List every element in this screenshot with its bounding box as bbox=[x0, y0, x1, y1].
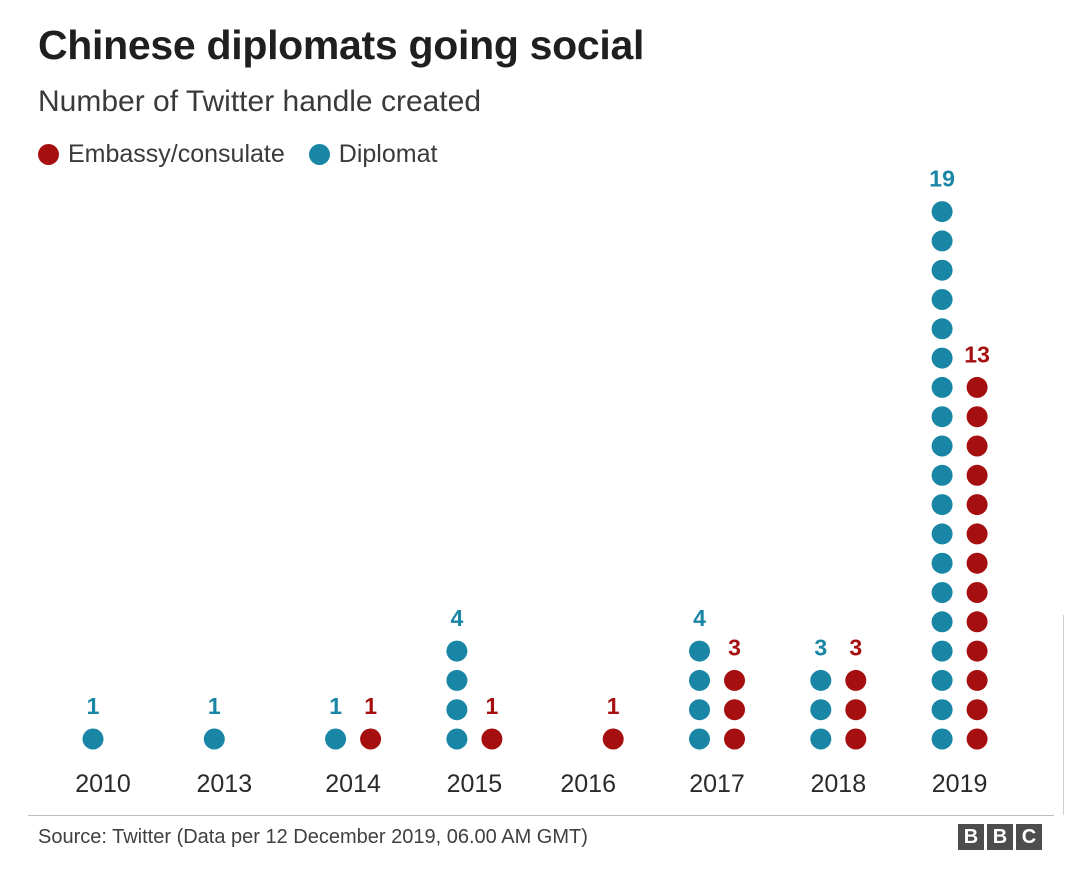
dot-diplomat-2017-1 bbox=[689, 728, 710, 750]
dot-embassy-2019-10 bbox=[966, 464, 988, 486]
dot-diplomat-2019-2 bbox=[931, 699, 953, 721]
x-tick-label-2017: 2017 bbox=[689, 770, 745, 798]
bbc-logo-letter-b1: B bbox=[958, 824, 984, 850]
dot-diplomat-2019-16 bbox=[931, 289, 953, 310]
dot-embassy-2017-3 bbox=[724, 669, 745, 691]
dot-embassy-2019-4 bbox=[966, 640, 988, 662]
dot-diplomat-2019-8 bbox=[931, 523, 953, 545]
dot-embassy-2018-1 bbox=[845, 728, 867, 750]
dot-diplomat-2019-6 bbox=[931, 582, 953, 603]
right-edge-rule bbox=[1063, 615, 1064, 815]
dot-diplomat-2019-9 bbox=[931, 494, 953, 516]
dot-embassy-2015-1 bbox=[481, 728, 503, 750]
x-tick-label-2018: 2018 bbox=[810, 770, 866, 798]
dot-diplomat-2019-3 bbox=[931, 669, 953, 691]
chart-subtitle: Number of Twitter handle created bbox=[38, 85, 482, 118]
dot-diplomat-2019-17 bbox=[931, 259, 953, 281]
dot-embassy-2019-12 bbox=[966, 406, 988, 428]
dot-embassy-2019-2 bbox=[966, 699, 988, 721]
dot-diplomat-2018-3 bbox=[810, 669, 832, 691]
data-label-diplomat-2010: 1 bbox=[87, 693, 100, 719]
data-label-embassy-2017: 3 bbox=[728, 634, 741, 660]
x-tick-label-2013: 2013 bbox=[196, 770, 252, 798]
dot-embassy-2019-6 bbox=[966, 582, 988, 603]
dot-diplomat-2018-2 bbox=[810, 699, 832, 721]
dot-diplomat-2018-1 bbox=[810, 728, 832, 750]
dot-embassy-2017-1 bbox=[724, 728, 745, 750]
dot-embassy-2019-3 bbox=[966, 669, 988, 691]
data-label-embassy-2015: 1 bbox=[486, 693, 499, 719]
legend-swatch-embassy bbox=[38, 143, 59, 165]
dot-diplomat-2019-15 bbox=[931, 318, 953, 340]
dot-diplomat-2019-14 bbox=[931, 347, 953, 369]
x-tick-label-2016: 2016 bbox=[560, 770, 616, 798]
source-note: Source: Twitter (Data per 12 December 20… bbox=[38, 826, 588, 848]
dot-embassy-2019-11 bbox=[966, 435, 988, 457]
data-label-diplomat-2019: 19 bbox=[929, 166, 955, 192]
dot-diplomat-2019-12 bbox=[931, 406, 953, 428]
legend: Embassy/consulate Diplomat bbox=[38, 138, 461, 170]
bbc-logo: B B C bbox=[958, 824, 1045, 850]
data-label-diplomat-2013: 1 bbox=[208, 693, 221, 719]
dot-diplomat-2010-1 bbox=[82, 728, 104, 750]
dot-embassy-2018-2 bbox=[845, 699, 867, 721]
dot-diplomat-2015-4 bbox=[446, 640, 468, 662]
x-tick-label-2015: 2015 bbox=[447, 770, 503, 798]
data-label-diplomat-2018: 3 bbox=[814, 634, 827, 660]
dot-embassy-2019-13 bbox=[966, 376, 988, 398]
dot-diplomat-2019-7 bbox=[931, 552, 953, 574]
legend-item-diplomat: Diplomat bbox=[308, 139, 438, 169]
dot-embassy-2016-1 bbox=[602, 728, 624, 750]
chart-title: Chinese diplomats going social bbox=[38, 22, 645, 68]
dot-embassy-2014-1 bbox=[360, 728, 382, 750]
data-label-diplomat-2014: 1 bbox=[329, 693, 342, 719]
dot-diplomat-2013-1 bbox=[203, 728, 225, 750]
dot-diplomat-2015-3 bbox=[446, 669, 468, 691]
legend-item-embassy: Embassy/consulate bbox=[38, 140, 285, 169]
data-label-embassy-2016: 1 bbox=[607, 693, 620, 719]
dot-diplomat-2019-10 bbox=[931, 464, 953, 486]
dot-embassy-2019-5 bbox=[966, 611, 988, 633]
dot-embassy-2018-3 bbox=[845, 669, 867, 691]
dot-embassy-2019-9 bbox=[966, 494, 988, 516]
dot-diplomat-2017-2 bbox=[689, 699, 710, 721]
dot-diplomat-2019-13 bbox=[931, 376, 953, 398]
dot-embassy-2017-2 bbox=[724, 699, 745, 721]
dot-diplomat-2017-4 bbox=[689, 640, 710, 662]
dot-embassy-2019-7 bbox=[966, 552, 988, 574]
dot-embassy-2019-8 bbox=[966, 523, 988, 545]
dot-diplomat-2019-18 bbox=[931, 230, 953, 252]
bbc-logo-letter-b2: B bbox=[987, 824, 1013, 850]
x-tick-label-2019: 2019 bbox=[932, 770, 988, 798]
x-tick-label-2014: 2014 bbox=[325, 770, 381, 798]
dot-diplomat-2015-2 bbox=[446, 699, 468, 721]
dot-diplomat-2019-11 bbox=[931, 435, 953, 457]
data-label-diplomat-2017: 4 bbox=[693, 605, 706, 631]
data-label-embassy-2014: 1 bbox=[364, 693, 377, 719]
x-tick-label-2010: 2010 bbox=[75, 770, 131, 798]
footer-divider bbox=[28, 815, 1054, 816]
data-label-embassy-2018: 3 bbox=[849, 634, 862, 660]
dot-embassy-2019-1 bbox=[966, 728, 988, 750]
dot-diplomat-2017-3 bbox=[689, 669, 710, 691]
dot-diplomat-2019-1 bbox=[931, 728, 953, 750]
dot-diplomat-2015-1 bbox=[446, 728, 468, 750]
legend-swatch-diplomat bbox=[308, 143, 330, 165]
data-label-embassy-2019: 13 bbox=[964, 341, 990, 367]
legend-label-diplomat: Diplomat bbox=[338, 139, 438, 168]
dot-diplomat-2019-5 bbox=[931, 611, 953, 633]
data-label-diplomat-2015: 4 bbox=[451, 605, 464, 631]
bbc-logo-letter-c: C bbox=[1016, 824, 1042, 850]
dot-diplomat-2014-1 bbox=[325, 728, 347, 750]
dot-diplomat-2019-4 bbox=[931, 640, 953, 662]
legend-label-embassy: Embassy/consulate bbox=[68, 139, 285, 168]
dot-diplomat-2019-19 bbox=[931, 201, 953, 223]
